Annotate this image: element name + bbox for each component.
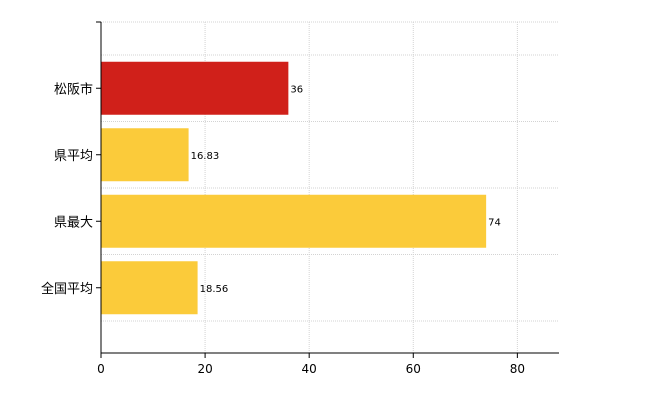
axes [96, 21, 559, 358]
category-label: 県平均 [54, 149, 93, 164]
x-tick-label: 80 [510, 362, 525, 376]
bar [101, 261, 198, 315]
bar [101, 128, 189, 182]
category-label: 全国平均 [41, 281, 93, 297]
data-label: 16.83 [191, 151, 220, 162]
x-tick-label: 60 [406, 362, 421, 376]
grid [101, 21, 559, 353]
data-label: 18.56 [200, 284, 229, 295]
bar [101, 61, 289, 115]
data-label: 74 [488, 217, 501, 228]
bar [101, 194, 487, 248]
bars [101, 61, 487, 315]
data-label: 36 [290, 84, 303, 95]
x-tick-label: 0 [97, 362, 105, 376]
category-label: 県最大 [54, 215, 93, 230]
x-tick-label: 40 [302, 362, 317, 376]
x-tick-label: 20 [197, 362, 212, 376]
category-label: 松阪市 [54, 81, 93, 97]
labels: 36 松阪市 16.83 県平均 74 県最大 18.56 全国平均 0 20 40 60 80 [41, 81, 525, 376]
